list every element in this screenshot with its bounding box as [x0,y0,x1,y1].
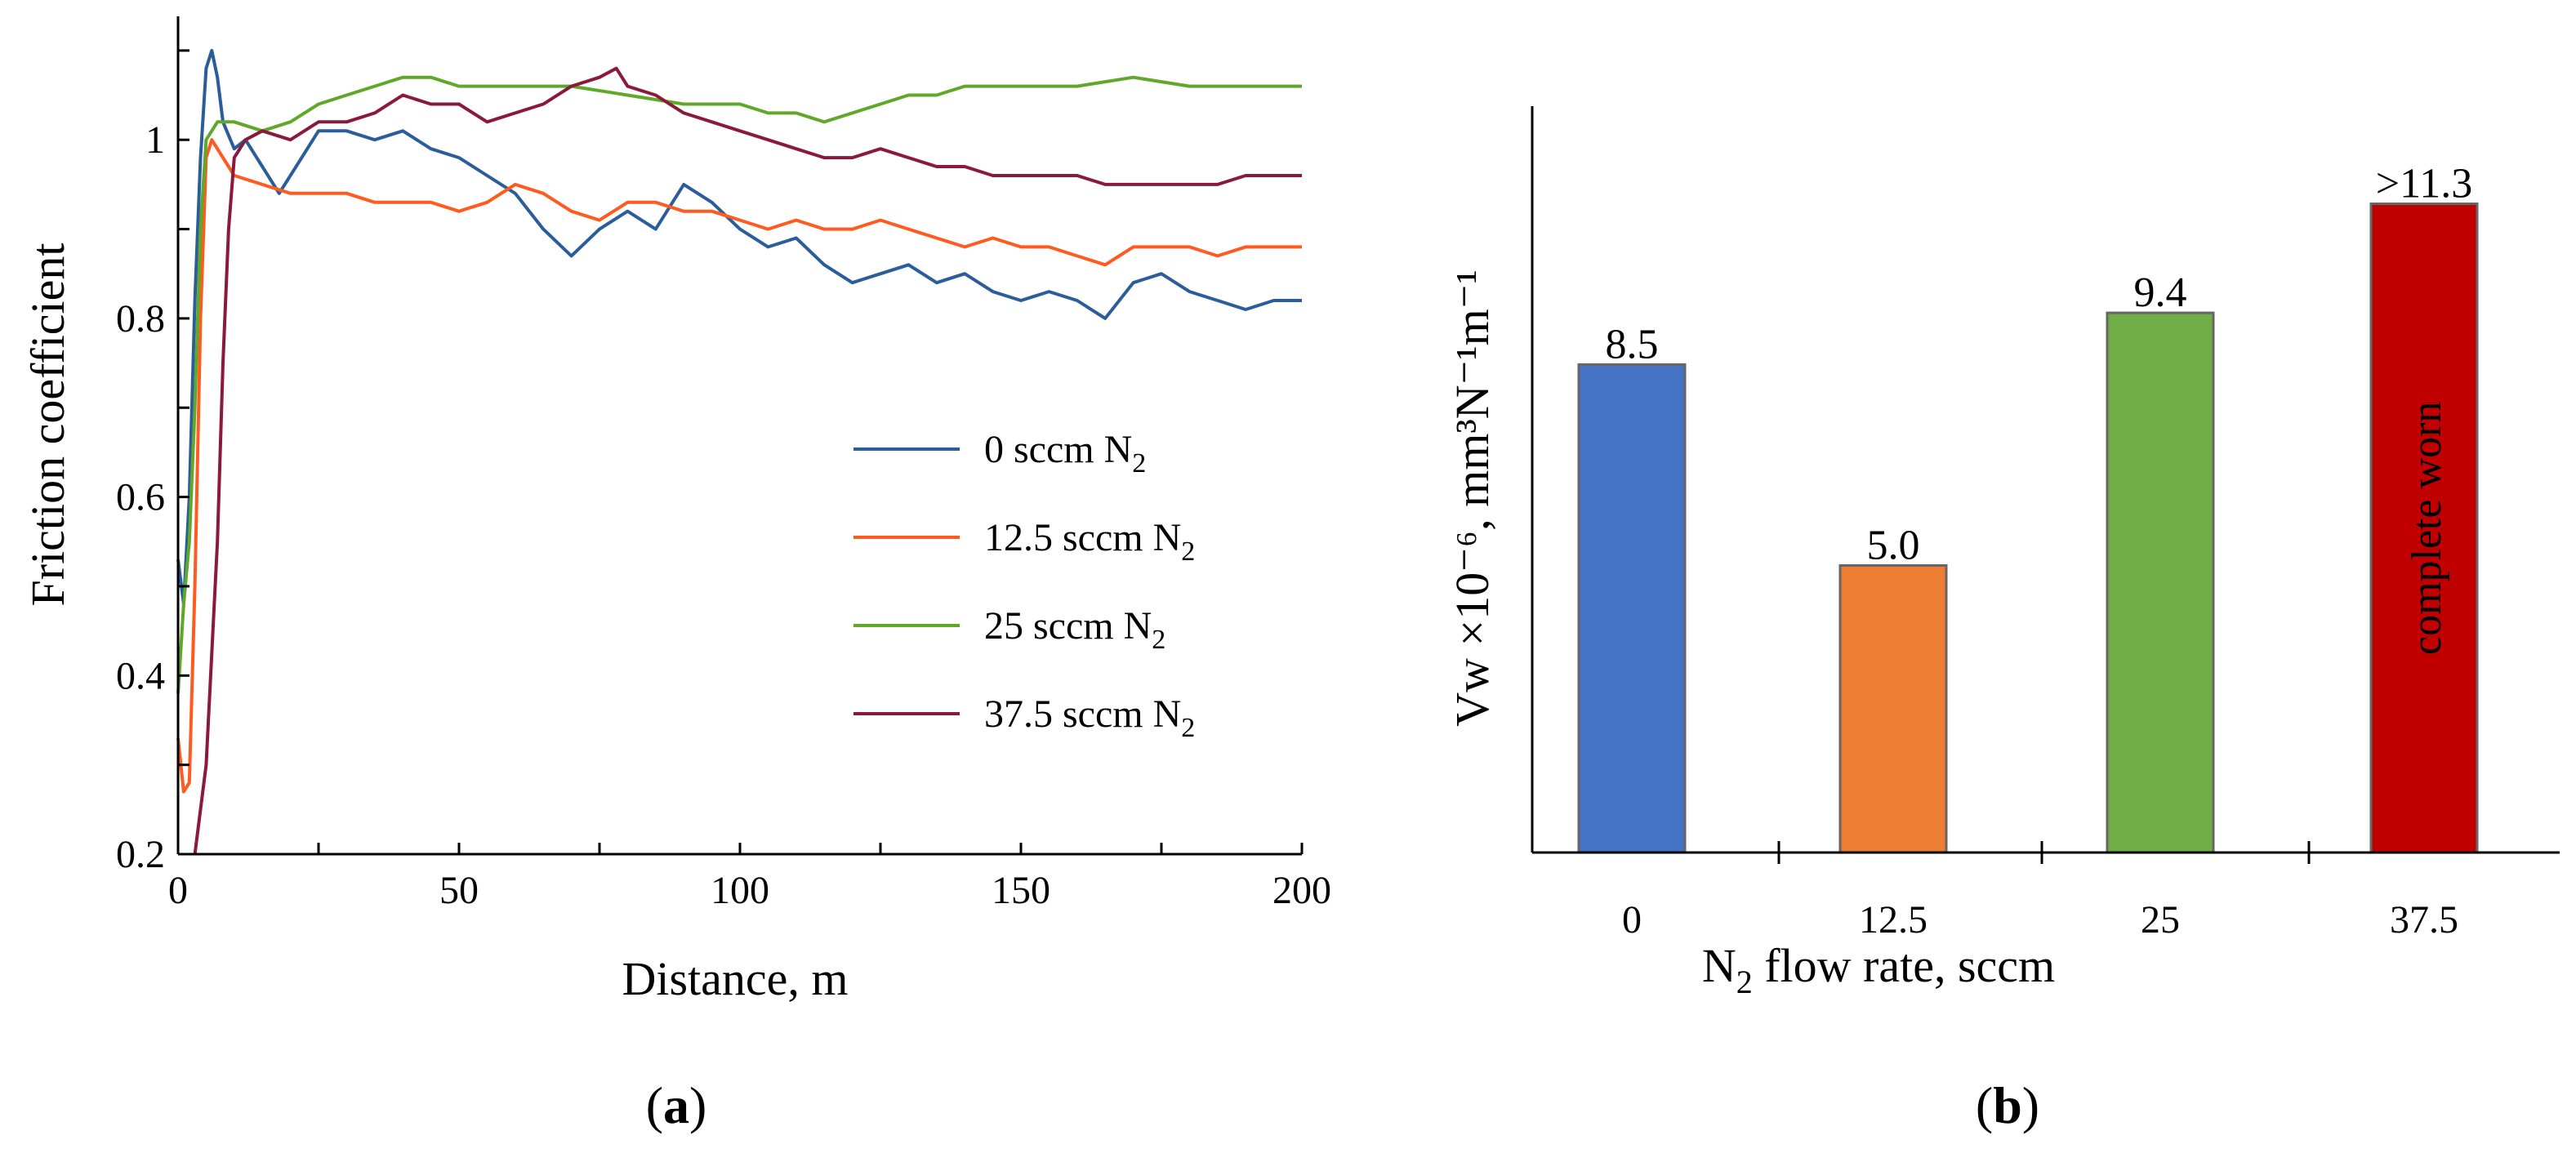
panel-b-y-axis-label: Vw ×10⁻⁶, mm³N⁻¹m⁻¹ [1446,269,1499,726]
bar [1838,563,1948,854]
bar [1577,363,1687,854]
panel-b-labels: 8.5 0 5.0 12.5 9.4 25 >11.3 37.5 complete worn [1606,161,2473,942]
y-tick-label: 0.8 [116,297,165,341]
y-tick-label: 0.6 [116,476,165,519]
series-line [176,75,1302,694]
panel-a-series-lines [176,48,1302,855]
x-tick-label: 100 [711,869,769,912]
legend-label-text: 12.5 sccm N [984,516,1181,559]
bar-annotation: complete worn [2404,402,2450,655]
panel-a-line-chart: 0 50 100 150 200 0.2 0.4 0.6 0.8 1 Distance, m Fr… [21,16,1331,1134]
panel-a-ticks: 0 50 100 150 200 0.2 0.4 0.6 0.8 1 [116,49,1331,912]
legend-label-text: 25 sccm N [984,604,1152,648]
x-tick-label: 12.5 [1859,898,1928,942]
legend-label: 12.5 sccm N2 [984,516,1195,567]
y-tick-label: 1 [145,118,165,162]
panel-b-x-label-sub: 2 [1736,964,1753,1000]
legend-label-text: 37.5 sccm N [984,692,1181,736]
legend-label-text: 0 sccm N [984,428,1132,471]
panel-a-caption-letter: a [663,1076,689,1134]
panel-a-y-axis-label: Friction coefficient [21,243,74,606]
series-line [193,66,1302,855]
legend-label: 25 sccm N2 [984,604,1165,655]
panel-b-caption: (b) [1976,1076,2039,1134]
panel-b-x-axis-label: N2 flow rate, sccm [1702,939,2055,1000]
panel-b-x-label-post: flow rate, sccm [1753,939,2055,992]
bar-value-label: 9.4 [2134,269,2187,316]
bar-value-label: 8.5 [1606,321,1659,367]
panel-b-axes [1531,106,2560,864]
x-tick-label: 50 [439,869,479,912]
panel-b-bar-chart: 8.5 0 5.0 12.5 9.4 25 >11.3 37.5 complete worn N… [1446,106,2560,1134]
legend-label-sub: 2 [1181,713,1195,743]
panel-a-caption: (a) [646,1076,707,1134]
x-tick-label: 37.5 [2390,898,2458,942]
x-tick-label: 200 [1272,869,1331,912]
series-line [176,138,1302,794]
legend-label-sub: 2 [1181,536,1195,567]
x-tick-label: 0 [168,869,188,912]
y-tick-label: 0.4 [116,654,165,697]
bar [2369,203,2479,854]
y-tick-label: 0.2 [116,833,165,876]
legend-label-sub: 2 [1132,448,1146,479]
x-tick-label: 25 [2141,898,2180,942]
legend-label: 37.5 sccm N2 [984,692,1195,743]
panel-b-caption-letter: b [1993,1076,2022,1134]
panel-a-x-axis-label: Distance, m [622,952,848,1005]
series-line [176,48,1302,606]
panel-b-x-label-pre: N [1702,939,1736,992]
x-tick-label: 0 [1622,898,1642,942]
bar-value-label: >11.3 [2376,161,2472,207]
legend-label-sub: 2 [1152,625,1165,655]
panel-b-bars [1577,203,2479,854]
x-tick-label: 150 [992,869,1050,912]
legend-label: 0 sccm N2 [984,428,1146,479]
bar-value-label: 5.0 [1867,522,1920,568]
bar [2106,311,2215,854]
